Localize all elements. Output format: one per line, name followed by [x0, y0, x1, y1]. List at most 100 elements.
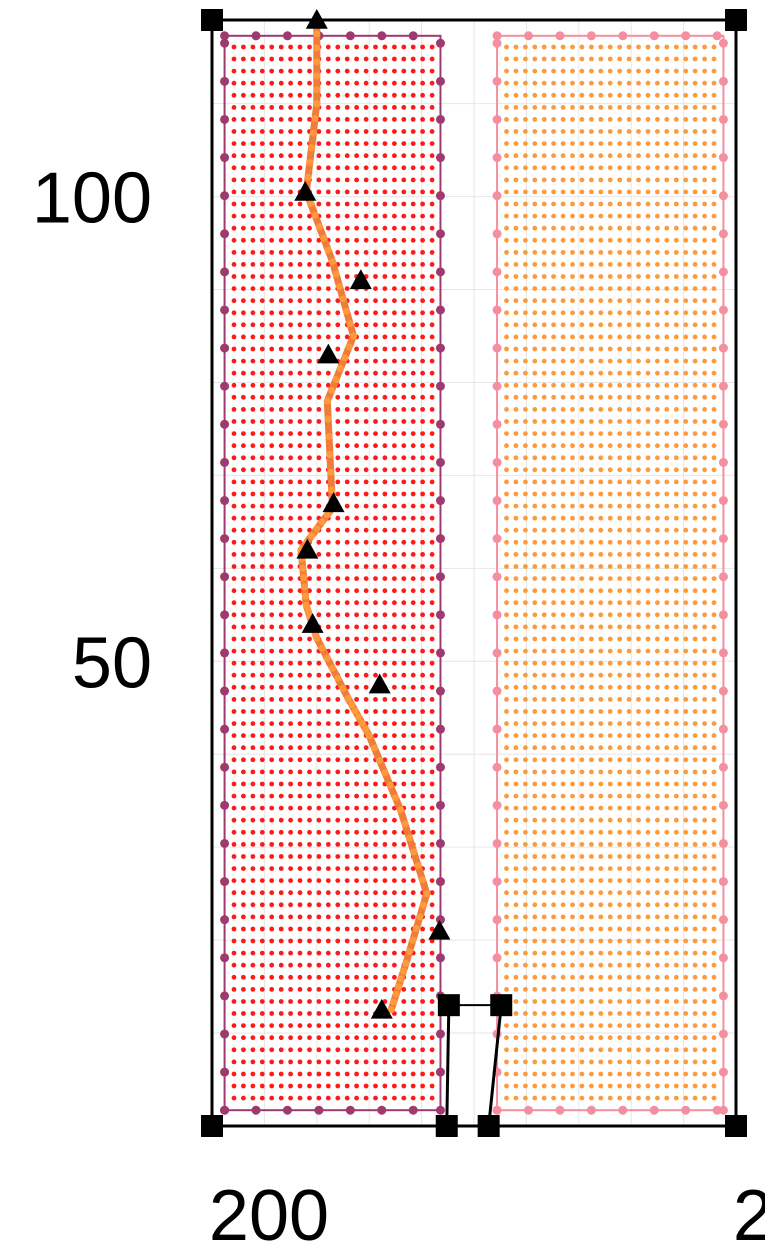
right-region-grid-dot — [702, 237, 707, 243]
right-region-grid-dot — [541, 745, 547, 751]
left-region-grid-dot — [429, 564, 435, 569]
left-region-grid-dot — [335, 1035, 341, 1041]
right-region-grid-dot — [607, 237, 613, 243]
left-region-grid-dot — [401, 733, 407, 738]
left-region-grid-dot — [231, 588, 237, 594]
right-region-grid-dot — [711, 394, 717, 400]
right-region-grid-dot — [589, 709, 594, 714]
left-region-grid-dot — [363, 950, 369, 956]
right-region-grid-dot — [541, 225, 547, 231]
right-region-grid-dot — [532, 394, 538, 400]
right-region-grid-dot — [589, 334, 594, 340]
left-region-grid-dot — [354, 117, 359, 122]
left-region-grid-dot — [382, 213, 388, 219]
right-region-grid-dot — [617, 974, 623, 980]
right-region-grid-dot — [692, 491, 698, 497]
left-region-grid-dot — [231, 298, 237, 304]
left-region-grid-dot — [231, 274, 237, 279]
left-region-grid-dot — [259, 419, 265, 424]
right-region-grid-dot — [513, 817, 519, 823]
right-region-grid-dot — [589, 805, 594, 811]
right-region-grid-dot — [617, 902, 623, 908]
left-region-grid-dot — [269, 829, 275, 835]
left-region-grid-dot — [231, 1023, 237, 1028]
left-region-grid-dot — [297, 890, 303, 896]
left-region-grid-dot — [401, 431, 407, 436]
right-region-grid-dot — [513, 612, 519, 618]
right-region-grid-dot — [617, 842, 623, 847]
boundary-line-point — [309, 129, 317, 137]
right-region-grid-dot — [617, 660, 623, 666]
left-region-grid-dot — [392, 68, 397, 74]
left-region-grid-dot — [259, 890, 265, 896]
left-region-grid-dot — [410, 564, 416, 569]
left-region-grid-dot — [382, 322, 388, 328]
right-region-grid-dot — [523, 358, 528, 364]
left-region-grid-border-dot — [408, 1105, 418, 1115]
boundary-line-point — [395, 983, 403, 991]
left-region-grid-dot — [392, 527, 397, 533]
boundary-line-group — [297, 16, 431, 1014]
right-region-grid-dot — [692, 552, 698, 557]
right-region-grid-dot — [673, 189, 679, 195]
left-region-grid-dot — [335, 443, 341, 449]
left-region-grid-dot — [325, 527, 331, 533]
right-region-grid-dot — [532, 262, 538, 267]
left-region-grid-dot — [363, 878, 369, 883]
right-region-grid-dot — [598, 962, 604, 968]
left-region-grid-dot — [250, 225, 256, 231]
right-region-grid-border-dot — [492, 648, 502, 658]
left-region-grid-dot — [344, 866, 350, 871]
right-region-grid-dot — [579, 165, 585, 171]
right-region-grid-dot — [626, 962, 632, 968]
left-region-grid-dot — [373, 890, 378, 896]
right-region-grid-dot — [607, 684, 613, 690]
left-region-grid-dot — [250, 539, 256, 545]
right-region-grid-dot — [673, 237, 679, 243]
left-region-grid-dot — [429, 817, 435, 823]
left-region-grid-dot — [420, 515, 425, 521]
right-region-grid-dot — [645, 515, 651, 521]
left-region-grid-dot — [354, 250, 359, 255]
left-region-grid-dot — [325, 334, 331, 340]
right-region-grid-dot — [692, 443, 698, 449]
right-region-grid-dot — [607, 672, 613, 678]
left-region-grid-dot — [392, 117, 397, 122]
right-region-grid-dot — [523, 1083, 528, 1089]
right-region-grid-dot — [645, 358, 651, 364]
right-region-grid-dot — [655, 189, 660, 195]
left-region-grid-dot — [429, 600, 435, 606]
right-region-grid-dot — [645, 974, 651, 980]
left-region-grid-dot — [354, 926, 359, 932]
right-region-grid-dot — [532, 237, 538, 243]
right-region-grid-dot — [636, 672, 641, 678]
left-region-grid-dot — [278, 527, 284, 533]
left-region-grid-dot — [241, 225, 246, 231]
right-region-grid-dot — [711, 491, 717, 497]
left-region-grid-dot — [325, 286, 331, 291]
right-region-grid-dot — [664, 962, 670, 968]
right-region-grid-dot — [523, 237, 528, 243]
right-region-grid-dot — [692, 962, 698, 968]
left-region-grid-dot — [410, 721, 416, 726]
right-region-grid-dot — [673, 709, 679, 714]
right-region-grid-dot — [626, 1023, 632, 1028]
right-region-grid-dot — [513, 515, 519, 521]
right-region-grid-dot — [692, 781, 698, 787]
right-region-grid-dot — [541, 999, 547, 1004]
right-region-grid-dot — [504, 890, 509, 896]
right-region-grid-dot — [617, 1023, 623, 1028]
left-region-grid-dot — [241, 419, 246, 424]
left-region-grid-dot — [288, 745, 293, 751]
left-region-grid-dot — [401, 1023, 407, 1028]
left-region-grid-dot — [344, 165, 350, 171]
right-region-grid-dot — [636, 68, 641, 74]
right-region-grid-dot — [645, 394, 651, 400]
right-region-grid-dot — [655, 962, 660, 968]
right-region-grid-dot — [541, 817, 547, 823]
right-region-grid-dot — [655, 539, 660, 545]
right-region-grid-dot — [692, 237, 698, 243]
left-region-grid-dot — [354, 914, 359, 920]
right-region-grid-dot — [513, 298, 519, 304]
left-region-grid-dot — [420, 1023, 425, 1028]
